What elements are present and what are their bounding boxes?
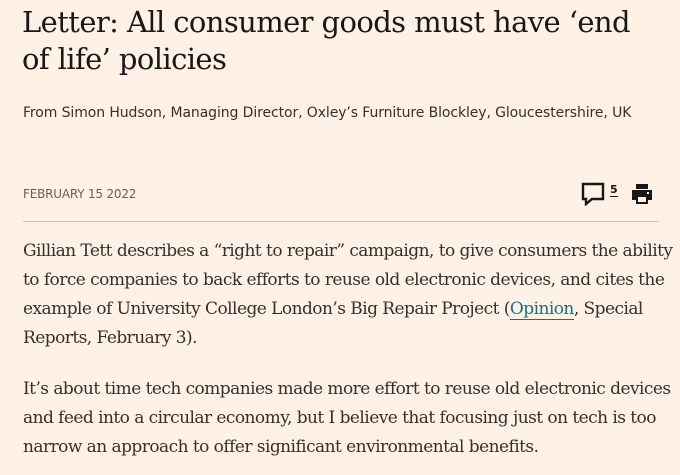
print-button[interactable] — [631, 183, 653, 205]
p1-text-start: Gillian Tett describes a “right to repai… — [23, 241, 673, 319]
speech-bubble-icon — [581, 182, 605, 206]
body-paragraph-1: Gillian Tett describes a “right to repai… — [23, 237, 673, 353]
header-divider — [23, 221, 659, 222]
printer-icon — [631, 184, 652, 204]
p1-text-end: , Special Reports, February 3). — [23, 299, 643, 348]
comment-count: 5 — [610, 183, 618, 197]
article-standfirst: From Simon Hudson, Managing Director, Ox… — [23, 105, 632, 121]
article-headline: Letter: All consumer goods must have ‘en… — [22, 5, 631, 76]
article-toolbar: 5 — [581, 181, 653, 207]
comments-link[interactable]: 5 — [581, 182, 618, 206]
publish-date: FEBRUARY 15 2022 — [23, 187, 137, 201]
opinion-link[interactable]: Opinion — [509, 299, 574, 320]
body-paragraph-2: It’s about time tech companies made more… — [23, 379, 671, 457]
